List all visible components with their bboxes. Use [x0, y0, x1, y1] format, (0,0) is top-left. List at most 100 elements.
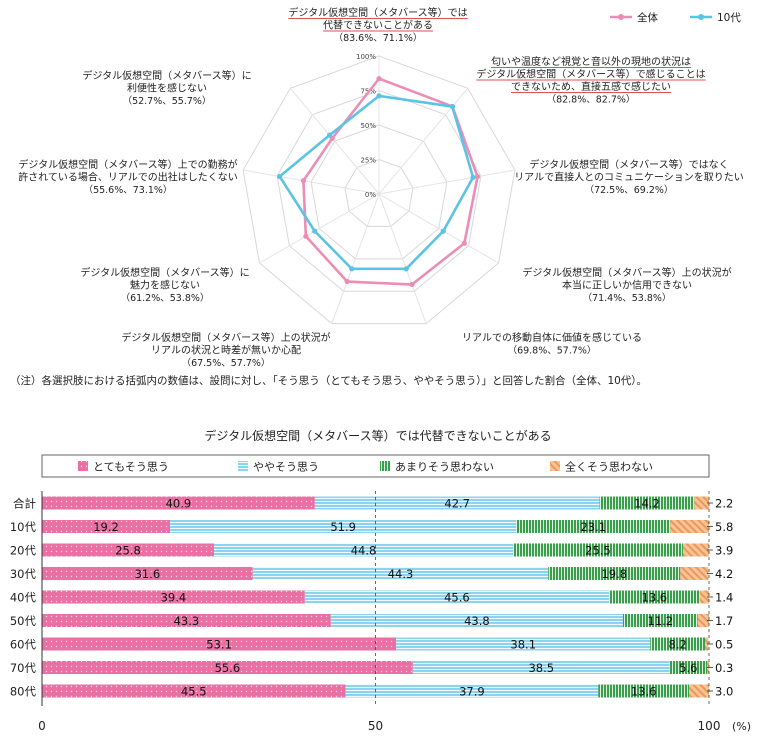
bar-value-label-outside: 0.5 [715, 638, 733, 652]
radar-point [470, 174, 476, 181]
bar-segment [42, 637, 397, 651]
bar-segment [412, 661, 670, 674]
bar-segment [42, 496, 315, 510]
radar-point [449, 103, 455, 110]
bar-value-label: 13.6 [642, 591, 668, 605]
bar-category-label: 20代 [10, 544, 37, 558]
stacked-bar-chart: デジタル仮想空間（メタバース等）では代替できないことがある とてもそう思う ややそ… [10, 428, 751, 733]
bar-segment [704, 637, 709, 651]
bar-legend-box [41, 454, 710, 478]
bar-value-label: 38.5 [528, 661, 554, 675]
bar-value-label: 37.9 [459, 685, 485, 699]
bar-value-label-outside: 5.8 [715, 520, 733, 534]
radar-axis-values: （82.8%、82.7%） [547, 94, 636, 106]
radar-axis-label-line: デジタル仮想空間（メタバース等）上での勤務が [18, 158, 237, 171]
radar-axis-label-line: 本当に正しいか信用できない [562, 279, 692, 292]
bar-value-label: 14.2 [634, 497, 660, 511]
radar-legend: 全体 10代 [610, 11, 741, 24]
bar-segment [252, 567, 549, 580]
radar-point [326, 132, 333, 138]
radar-gridline [310, 124, 448, 260]
radar-point [461, 240, 467, 246]
bar-value-label-outside: 3.0 [715, 685, 733, 699]
radar-axis-label: リアルでの移動自体に価値を感じている（69.8%、57.7%） [462, 331, 642, 357]
bar-legend-swatch [78, 461, 88, 471]
radar-axis-label: デジタル仮想空間（メタバース等）上の状況が本当に正しいか信用できない（71.4%… [522, 266, 731, 304]
radar-tick-label: 25% [360, 157, 376, 165]
radar-spoke [378, 87, 469, 195]
bar-x-unit: (%) [732, 720, 751, 733]
radar-axis-values: （55.6%、73.1%） [84, 184, 173, 196]
bar-segment [42, 520, 171, 533]
bar-segment [694, 496, 709, 510]
radar-axis-label-line: デジタル仮想空間（メタバース等）上の状況が [121, 331, 330, 344]
radar-spoke [378, 193, 499, 264]
bar-category-label: 50代 [10, 614, 37, 628]
bar-segment [42, 661, 413, 674]
bar-legend-swatch [238, 461, 248, 471]
bar-legend: とてもそう思う ややそう思う あまりそう思わない 全くそう思わない [41, 454, 710, 478]
radar-axis-values: （61.2%、53.8%） [121, 292, 210, 304]
radar-point [376, 93, 382, 99]
bar-row: 60代 53.1 38.1 8.2 0.5 [10, 637, 733, 652]
radar-axis-label: デジタル仮想空間（メタバース等）ではなくリアルで直接人とのコミュニケーションを取… [514, 158, 744, 196]
bar-category-label: 30代 [10, 567, 37, 581]
legend-label: 全体 [637, 11, 658, 24]
radar-axis-label-line: リアルの状況と時差が無いか心配 [151, 344, 301, 357]
bar-x-tick: 0 [38, 719, 46, 733]
bar-value-label-outside: 1.4 [715, 591, 733, 605]
bar-value-label-outside: 2.2 [715, 497, 733, 511]
radar-point [440, 228, 446, 234]
bar-legend-swatch [550, 461, 560, 471]
radar-point [277, 173, 283, 180]
bar-x-axis: 0 50 100 (%) [38, 491, 751, 733]
radar-axis-values: （72.5%、69.2%） [585, 184, 674, 196]
bar-row: 10代 19.2 51.9 23.1 5.8 [10, 520, 733, 534]
radar-point [376, 76, 382, 82]
radar-spoke [243, 169, 380, 195]
radar-series-line [302, 77, 479, 286]
radar-axis-label-line: 利便性を感じない [127, 82, 207, 95]
radar-axis-label-line: リアルでの移動自体に価値を感じている [462, 331, 642, 344]
bar-legend-label: 全くそう思わない [565, 460, 653, 474]
bar-segment [330, 614, 623, 627]
legend-label: 10代 [717, 12, 741, 24]
radar-point [349, 266, 355, 272]
radar-axis-label: 匂いや温度など視覚と音以外の現地の状況はデジタル仮想空間（メタバース等）で感じる… [476, 55, 706, 106]
radar-axis-values: （69.8%、57.7%） [508, 345, 597, 357]
bar-value-label: 38.1 [510, 638, 536, 652]
bar-x-tick: 100 [698, 719, 721, 733]
bar-segment [548, 567, 681, 580]
radar-axis-label-line: 匂いや温度など視覚と音以外の現地の状況は [491, 55, 691, 68]
radar-point [300, 178, 307, 184]
bar-row: 50代 43.3 43.8 11.2 1.7 [10, 614, 733, 628]
bar-value-label: 55.6 [215, 661, 241, 675]
bar-value-label: 39.4 [161, 591, 187, 605]
bar-row: 70代 55.6 38.5 5.6 0.3 [10, 661, 733, 675]
bar-value-label-outside: 1.7 [715, 614, 733, 628]
radar-gridline [344, 158, 414, 227]
radar-axis-label-line: デジタル仮想空間（メタバース等）では [288, 6, 467, 19]
bar-legend-label: とてもそう思う [93, 461, 169, 474]
bar-category-label: 合計 [13, 497, 36, 511]
bar-row: 20代 25.8 44.8 25.5 3.9 [10, 543, 733, 558]
radar-axis-values: （83.6%、71.1%） [334, 32, 423, 44]
bar-value-label: 13.6 [631, 685, 657, 699]
bar-segment [512, 543, 683, 557]
radar-point [409, 281, 415, 288]
radar-series-line [278, 94, 475, 271]
bar-value-label: 44.8 [351, 544, 377, 558]
bar-value-label: 25.8 [115, 544, 141, 558]
radar-axis-label: デジタル仮想空間（メタバース等）では代替できないことがある（83.6%、71.1… [288, 6, 468, 44]
radar-point [344, 278, 350, 285]
radar-note: （注）各選択肢における括弧内の数値は、設問に対し、「そう思う（とてもそう思う、や… [10, 374, 647, 387]
bar-rows: 合計 40.9 42.7 14.2 2.2 10代 19.2 51.9 23.1 5.8 20代 25… [10, 496, 733, 699]
bar-row: 30代 31.6 44.3 19.8 4.2 [10, 567, 733, 581]
bar-row: 40代 39.4 45.6 13.6 1.4 [10, 590, 733, 605]
bar-value-label-outside: 3.9 [715, 544, 733, 558]
bar-segment [680, 567, 709, 580]
bar-segment [42, 590, 305, 604]
bar-value-label: 40.9 [166, 497, 192, 511]
legend-swatch-marker [618, 14, 624, 20]
bar-row: 合計 40.9 42.7 14.2 2.2 [13, 496, 733, 511]
